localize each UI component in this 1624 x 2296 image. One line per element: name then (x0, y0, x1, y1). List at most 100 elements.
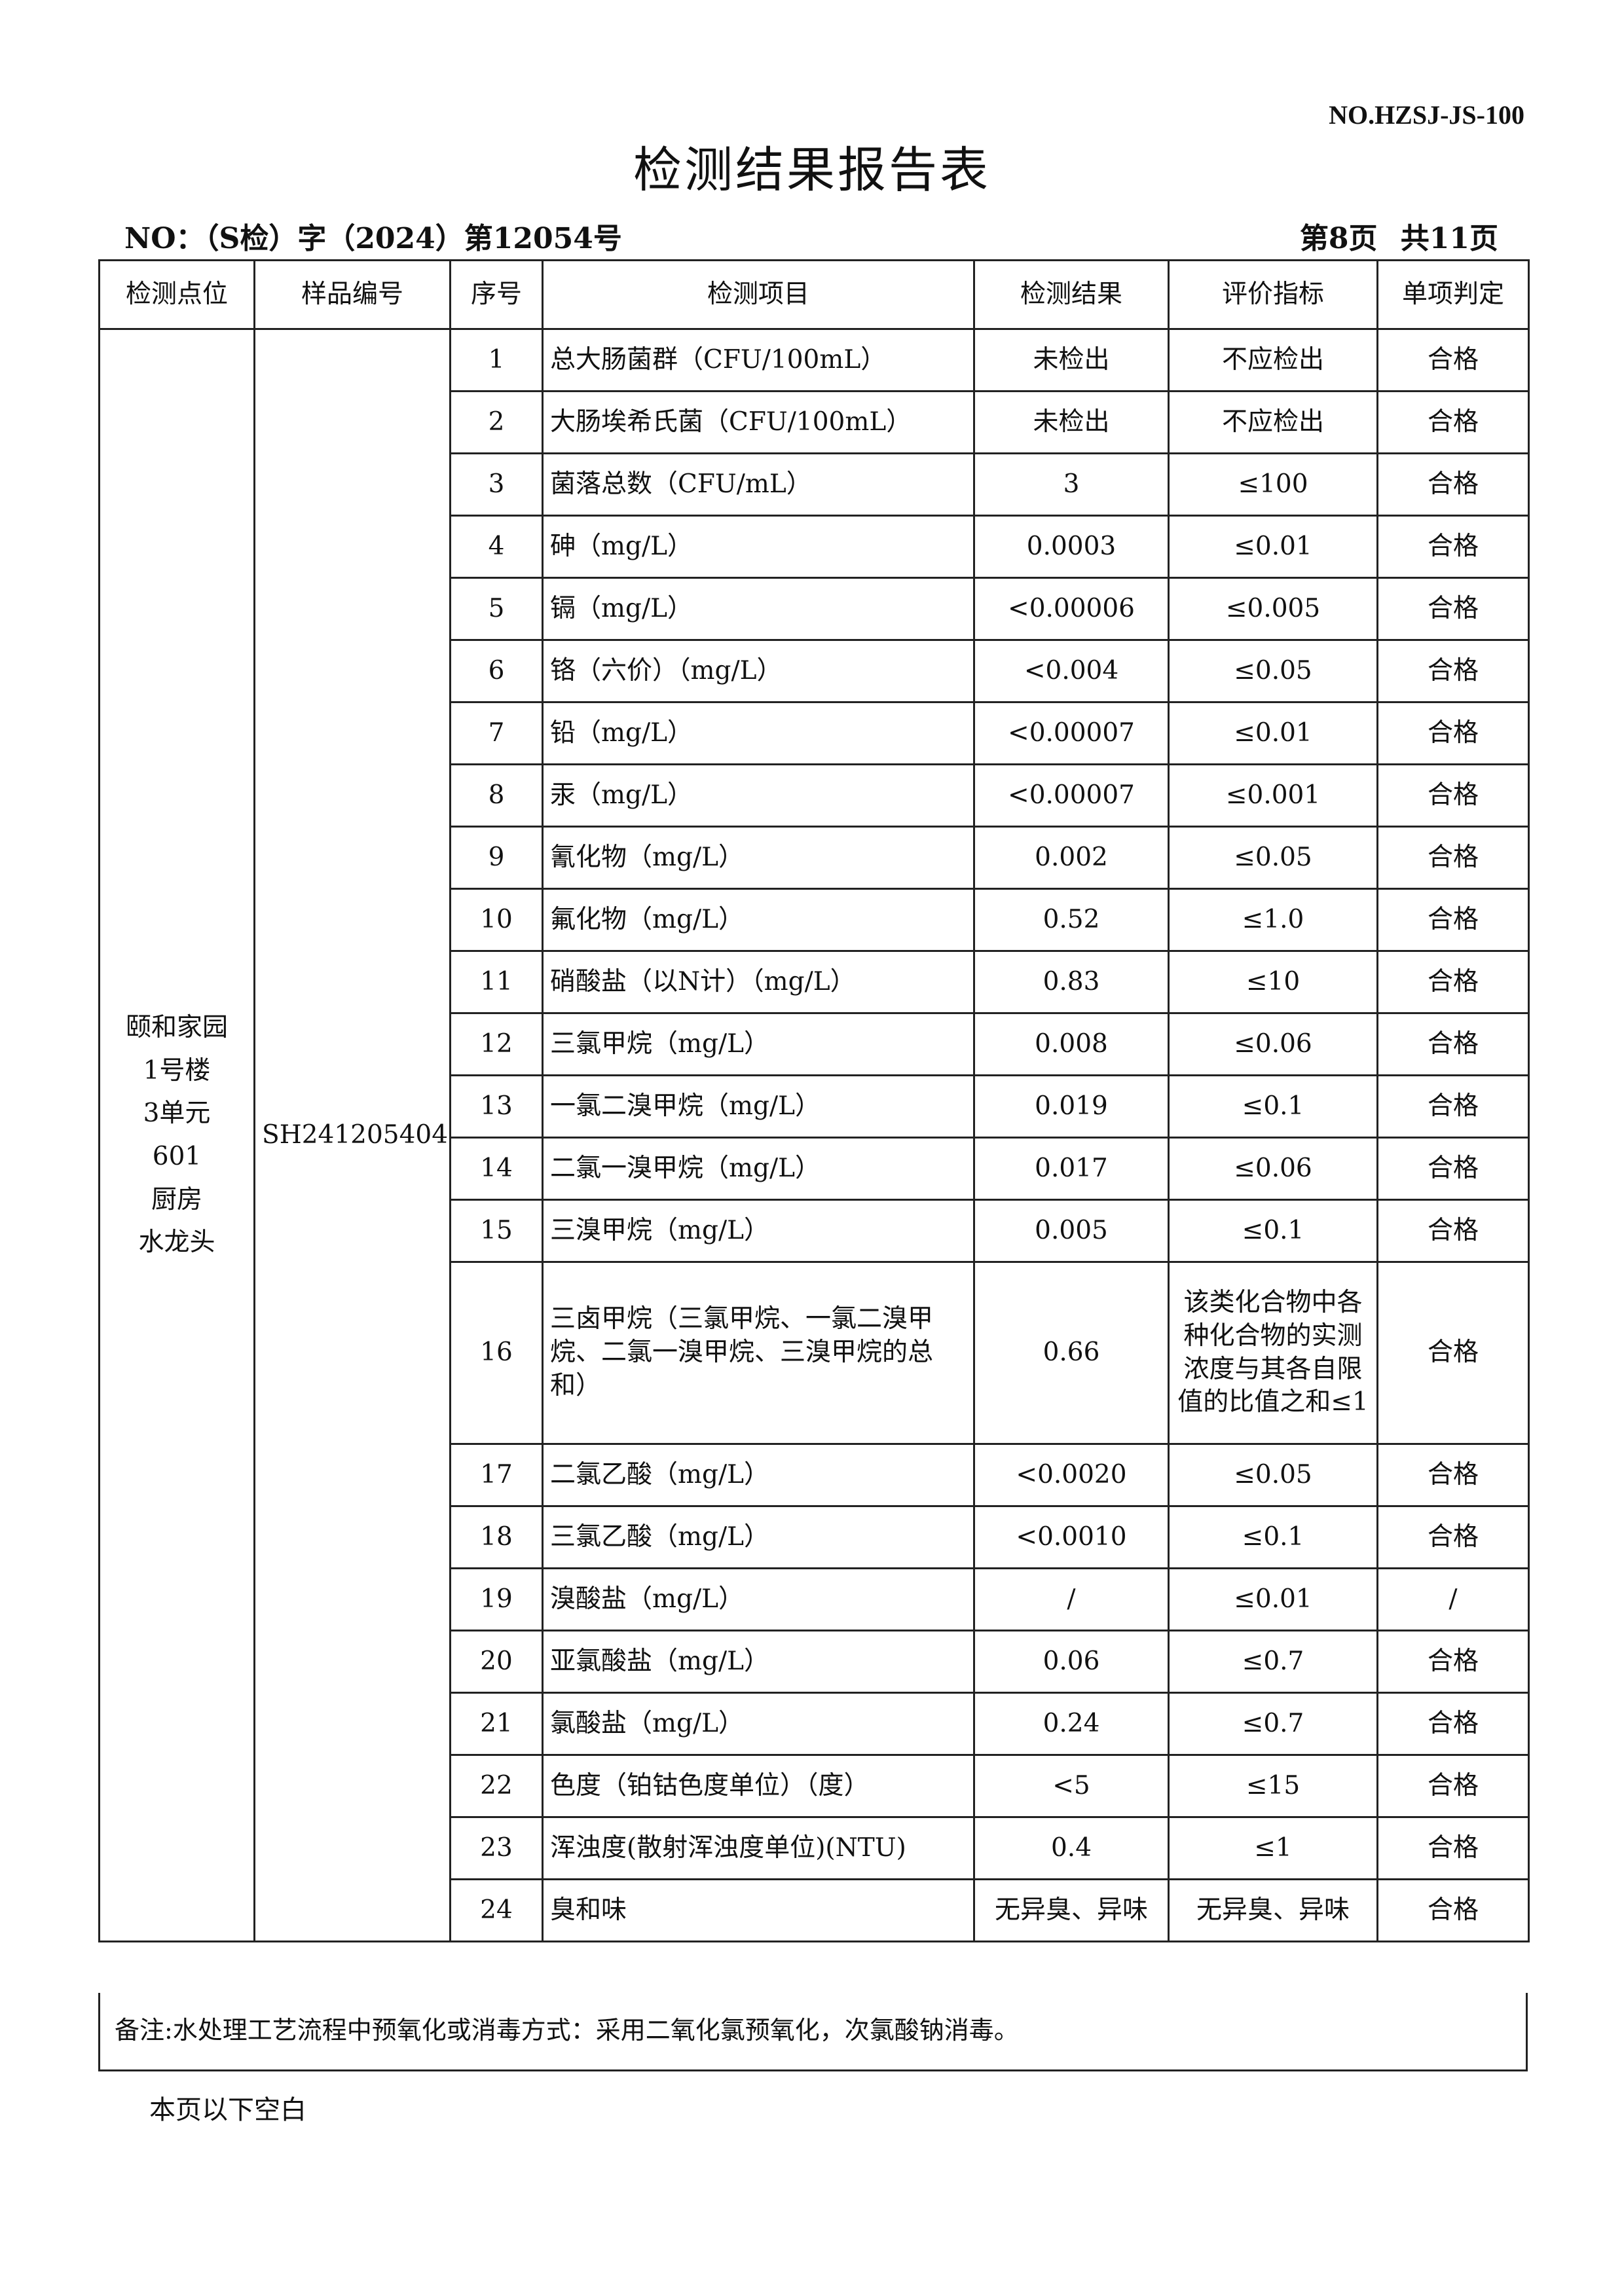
judgement-cell: 合格 (1376, 1816, 1530, 1880)
table-row: 颐和家园 1号楼 3单元 601 厨房 水龙头 SH241205404 1 总大肠菌群… (98, 328, 1530, 1942)
test-item-cell: 总大肠菌群（CFU/100mL） (542, 328, 975, 392)
judgement-cell: 合格 (1376, 515, 1530, 579)
limit-cell: ≤0.06 (1168, 1012, 1378, 1076)
test-item-cell: 二氯乙酸（mg/L） (542, 1443, 975, 1507)
limit-cell: 该类化合物中各种化合物的实测浓度与其各自限值的比值之和≤1 (1168, 1261, 1378, 1445)
judgement-cell: 合格 (1376, 1505, 1530, 1569)
judgement-cell: 合格 (1376, 1630, 1530, 1694)
limit-cell: ≤0.001 (1168, 763, 1378, 828)
row-number-cell: 14 (449, 1137, 544, 1201)
table-row: 4 砷（mg/L） 0.0003 ≤0.01 合格 (100, 515, 1530, 579)
test-item-cell: 菌落总数（CFU/mL） (542, 452, 975, 517)
table-row: 3 菌落总数（CFU/mL） 3 ≤100 合格 (100, 452, 1530, 517)
row-number-cell: 15 (449, 1199, 544, 1263)
blank-note: 本页以下空白 (149, 2095, 306, 2125)
judgement-cell: / (1376, 1567, 1530, 1631)
judgement-cell: 合格 (1376, 639, 1530, 703)
limit-cell: ≤10 (1168, 950, 1378, 1014)
row-number-cell: 23 (449, 1816, 544, 1880)
limit-cell: 不应检出 (1168, 390, 1378, 454)
limit-cell: ≤1.0 (1168, 888, 1378, 952)
row-number-cell: 18 (449, 1505, 544, 1569)
location-cell: 颐和家园 1号楼 3单元 601 厨房 水龙头 (98, 328, 255, 1942)
row-number-cell: 8 (449, 763, 544, 828)
table-row: 19 溴酸盐（mg/L） / ≤0.01/ (100, 1567, 1530, 1631)
table-row: 17 二氯乙酸（mg/L） <0.0020 ≤0.05 合格 (100, 1443, 1530, 1507)
test-item-cell: 溴酸盐（mg/L） (542, 1567, 975, 1631)
limit-cell: ≤0.01 (1168, 515, 1378, 579)
result-cell: <0.00007 (973, 701, 1170, 765)
limit-cell: ≤100 (1168, 452, 1378, 517)
test-item-cell: 色度（铂钴色度单位）（度） (542, 1754, 975, 1818)
row-number-cell: 7 (449, 701, 544, 765)
row-number-cell: 22 (449, 1754, 544, 1818)
limit-cell: ≤0.7 (1168, 1692, 1378, 1756)
table-row: 10 氟化物（mg/L） 0.52 ≤1.0 合格 (100, 888, 1530, 952)
limit-cell: ≤0.01 (1168, 1567, 1378, 1631)
row-number-cell: 19 (449, 1567, 544, 1631)
result-cell: 0.0003 (973, 515, 1170, 579)
result-cell: <0.0020 (973, 1443, 1170, 1507)
row-number-cell: 16 (449, 1261, 544, 1445)
judgement-cell: 合格 (1376, 452, 1530, 517)
judgement-cell: 合格 (1376, 1261, 1530, 1445)
test-item-cell: 镉（mg/L） (542, 577, 975, 641)
table-row: 12 三氯甲烷（mg/L） 0.008 ≤0.06 合格 (100, 1012, 1530, 1076)
row-number-cell: 21 (449, 1692, 544, 1756)
judgement-cell: 合格 (1376, 1074, 1530, 1139)
result-cell: 0.66 (973, 1261, 1170, 1445)
table-row: 20 亚氯酸盐（mg/L） 0.06 ≤0.7 合格 (100, 1630, 1530, 1694)
sample-id-cell: SH241205404 (253, 328, 451, 1942)
table-row: 6 铬（六价）（mg/L） <0.004 ≤0.05 合格 (100, 639, 1530, 703)
test-item-cell: 汞（mg/L） (542, 763, 975, 828)
document-code: NO.HZSJ-JS-100 (1329, 100, 1524, 130)
judgement-cell: 合格 (1376, 1878, 1530, 1942)
table-row: 18 三氯乙酸（mg/L） <0.0010 ≤0.1 合格 (100, 1505, 1530, 1569)
report-number: NO：（S检）字（2024）第12054号 (124, 222, 622, 255)
result-cell: 3 (973, 452, 1170, 517)
row-number-cell: 3 (449, 452, 544, 517)
column-header: 检测点位 (98, 259, 255, 330)
test-item-cell: 硝酸盐（以N计）（mg/L） (542, 950, 975, 1014)
table-row: 14 二氯一溴甲烷（mg/L） 0.017 ≤0.06 合格 (100, 1137, 1530, 1201)
result-cell: <0.004 (973, 639, 1170, 703)
result-cell: 0.005 (973, 1199, 1170, 1263)
judgement-cell: 合格 (1376, 950, 1530, 1014)
table-row: 2 大肠埃希氏菌（CFU/100mL） 未检出 不应检出 合格 (100, 390, 1530, 454)
result-cell: <5 (973, 1754, 1170, 1818)
column-header: 检测结果 (973, 259, 1170, 330)
test-item-cell: 二氯一溴甲烷（mg/L） (542, 1137, 975, 1201)
result-cell: <0.00006 (973, 577, 1170, 641)
table-row: 16 三卤甲烷（三氯甲烷、一氯二溴甲烷、二氯一溴甲烷、三溴甲烷的总和） 0.66 该类… (100, 1261, 1530, 1445)
judgement-cell: 合格 (1376, 328, 1530, 392)
result-cell: / (973, 1567, 1170, 1631)
test-item-cell: 氰化物（mg/L） (542, 826, 975, 890)
judgement-cell: 合格 (1376, 390, 1530, 454)
result-cell: 0.24 (973, 1692, 1170, 1756)
table-row: 5 镉（mg/L） <0.00006 ≤0.005 合格 (100, 577, 1530, 641)
result-cell: 0.019 (973, 1074, 1170, 1139)
judgement-cell: 合格 (1376, 1137, 1530, 1201)
test-item-cell: 铬（六价）（mg/L） (542, 639, 975, 703)
result-cell: <0.0010 (973, 1505, 1170, 1569)
test-item-cell: 三氯甲烷（mg/L） (542, 1012, 975, 1076)
column-header: 检测项目 (542, 259, 975, 330)
row-number-cell: 6 (449, 639, 544, 703)
limit-cell: ≤0.7 (1168, 1630, 1378, 1694)
table-row: 24 臭和味 无异臭、异味 无异臭、异味 合格 (100, 1878, 1530, 1942)
limit-cell: ≤0.05 (1168, 639, 1378, 703)
test-item-cell: 大肠埃希氏菌（CFU/100mL） (542, 390, 975, 454)
results-table: 检测点位 样品编号 序号 检测项目 检测结果 评价指标 单项判定 颐和家园 1号楼 3单元 … (98, 259, 1530, 1942)
column-header: 评价指标 (1168, 259, 1378, 330)
page-info: 第8页 共11页 (1299, 222, 1498, 255)
row-number-cell: 11 (449, 950, 544, 1014)
result-cell: 未检出 (973, 390, 1170, 454)
table-row: 21 氯酸盐（mg/L） 0.24 ≤0.7 合格 (100, 1692, 1530, 1756)
judgement-cell: 合格 (1376, 1443, 1530, 1507)
row-number-cell: 5 (449, 577, 544, 641)
test-item-cell: 亚氯酸盐（mg/L） (542, 1630, 975, 1694)
row-number-cell: 13 (449, 1074, 544, 1139)
result-cell: 0.52 (973, 888, 1170, 952)
result-cell: 未检出 (973, 328, 1170, 392)
result-cell: 0.008 (973, 1012, 1170, 1076)
